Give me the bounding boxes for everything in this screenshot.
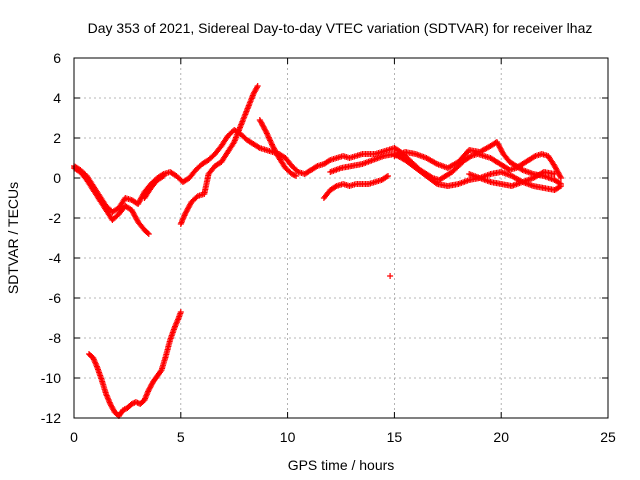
y-tick-label: -12: [41, 410, 61, 426]
data-point-track-a: [313, 163, 320, 170]
data-point-outlier: [387, 273, 394, 279]
x-tick-label: 15: [387, 429, 403, 445]
x-tick-label: 10: [280, 429, 296, 445]
data-point-track-j: [107, 401, 114, 407]
data-point-track-d: [254, 84, 260, 91]
y-tick-label: -10: [41, 370, 61, 386]
data-point-track-a: [557, 173, 564, 180]
data-point-track-a: [531, 153, 538, 160]
y-tick-label: 2: [53, 130, 61, 146]
y-tick-label: -4: [49, 250, 62, 266]
data-point-track-a: [467, 153, 473, 160]
y-tick-label: -8: [49, 330, 62, 346]
data-point-track-b: [144, 230, 151, 236]
plot-frame: [73, 57, 609, 419]
x-tick-label: 25: [600, 429, 616, 445]
y-tick-label: -2: [49, 210, 62, 226]
data-point-track-a: [255, 144, 262, 151]
data-point-track-f: [383, 173, 390, 180]
y-axis-ticks: -12 -10 -8 -6 -4 -2 0 2 4 6: [41, 50, 608, 426]
x-tick-label: 5: [177, 429, 185, 445]
y-tick-label: 0: [53, 170, 61, 186]
y-tick-label: -6: [49, 290, 62, 306]
data-point-track-h: [556, 180, 563, 187]
data-point-track-e: [293, 173, 300, 179]
data-point-track-b: [145, 231, 152, 237]
data-point-track-f: [332, 183, 339, 190]
data-point-track-h: [558, 181, 564, 187]
data-point-track-c: [160, 173, 167, 179]
data-point-track-a: [558, 175, 564, 181]
data-point-track-h: [432, 160, 439, 167]
y-axis-label: SDTVAR / TECUs: [5, 182, 21, 294]
data-point-track-d: [254, 83, 261, 89]
grid-lines: [74, 58, 608, 418]
y-tick-label: 4: [53, 90, 61, 106]
data-point-track-f: [385, 173, 391, 179]
y-tick-label: 6: [53, 50, 61, 66]
data-points: [71, 83, 564, 419]
x-tick-label: 0: [70, 429, 78, 445]
data-point-track-c: [159, 173, 166, 180]
data-point-track-a: [326, 157, 332, 164]
x-tick-label: 20: [493, 429, 509, 445]
chart-title: Day 353 of 2021, Sidereal Day-to-day VTE…: [88, 20, 593, 36]
data-point-track-i: [551, 171, 558, 177]
x-axis-label: GPS time / hours: [288, 457, 395, 473]
data-point-track-j: [177, 309, 184, 315]
x-axis-ticks: 0 5 10 15 20 25: [70, 58, 616, 445]
data-point-track-g: [432, 180, 439, 186]
